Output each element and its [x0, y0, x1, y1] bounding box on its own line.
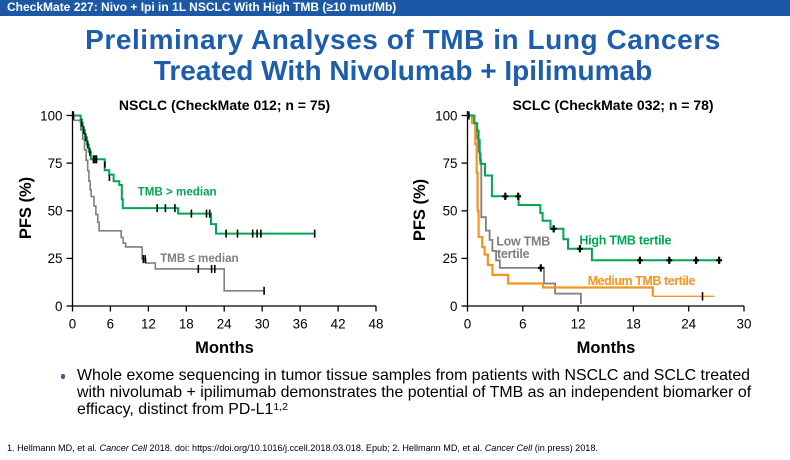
svg-text:0: 0 — [69, 317, 76, 332]
svg-text:NSCLC (CheckMate 012; n = 75): NSCLC (CheckMate 012; n = 75) — [119, 97, 330, 113]
svg-text:42: 42 — [331, 317, 346, 332]
svg-text:30: 30 — [255, 317, 270, 332]
svg-text:25: 25 — [48, 251, 63, 266]
svg-text:75: 75 — [443, 156, 458, 171]
svg-text:12: 12 — [141, 317, 156, 332]
svg-text:24: 24 — [217, 317, 232, 332]
svg-text:25: 25 — [443, 251, 458, 266]
svg-text:Medium TMB tertile: Medium TMB tertile — [588, 274, 696, 288]
svg-text:SCLC (CheckMate 032; n = 78): SCLC (CheckMate 032; n = 78) — [512, 97, 713, 113]
svg-text:Months: Months — [195, 339, 254, 357]
svg-text:24: 24 — [681, 317, 696, 332]
svg-text:6: 6 — [107, 317, 114, 332]
svg-text:100: 100 — [40, 108, 62, 123]
svg-text:18: 18 — [626, 317, 641, 332]
svg-text:PFS (%): PFS (%) — [411, 179, 429, 241]
svg-text:30: 30 — [737, 317, 752, 332]
svg-text:12: 12 — [571, 317, 586, 332]
svg-text:Low TMB: Low TMB — [496, 234, 550, 248]
svg-text:TMB > median: TMB > median — [138, 186, 217, 199]
svg-text:100: 100 — [435, 108, 457, 123]
svg-text:18: 18 — [179, 317, 194, 332]
svg-text:75: 75 — [48, 156, 63, 171]
svg-text:Months: Months — [577, 339, 636, 357]
svg-text:TMB ≤ median: TMB ≤ median — [160, 252, 239, 265]
svg-text:0: 0 — [464, 317, 471, 332]
svg-text:PFS (%): PFS (%) — [17, 177, 35, 239]
svg-text:High TMB tertile: High TMB tertile — [579, 234, 671, 248]
svg-text:6: 6 — [519, 317, 526, 332]
svg-text:0: 0 — [450, 299, 457, 314]
svg-text:tertile: tertile — [497, 247, 530, 261]
svg-text:48: 48 — [369, 317, 384, 332]
svg-text:50: 50 — [443, 204, 458, 219]
svg-text:50: 50 — [48, 204, 63, 219]
svg-text:36: 36 — [293, 317, 308, 332]
svg-text:0: 0 — [55, 299, 62, 314]
